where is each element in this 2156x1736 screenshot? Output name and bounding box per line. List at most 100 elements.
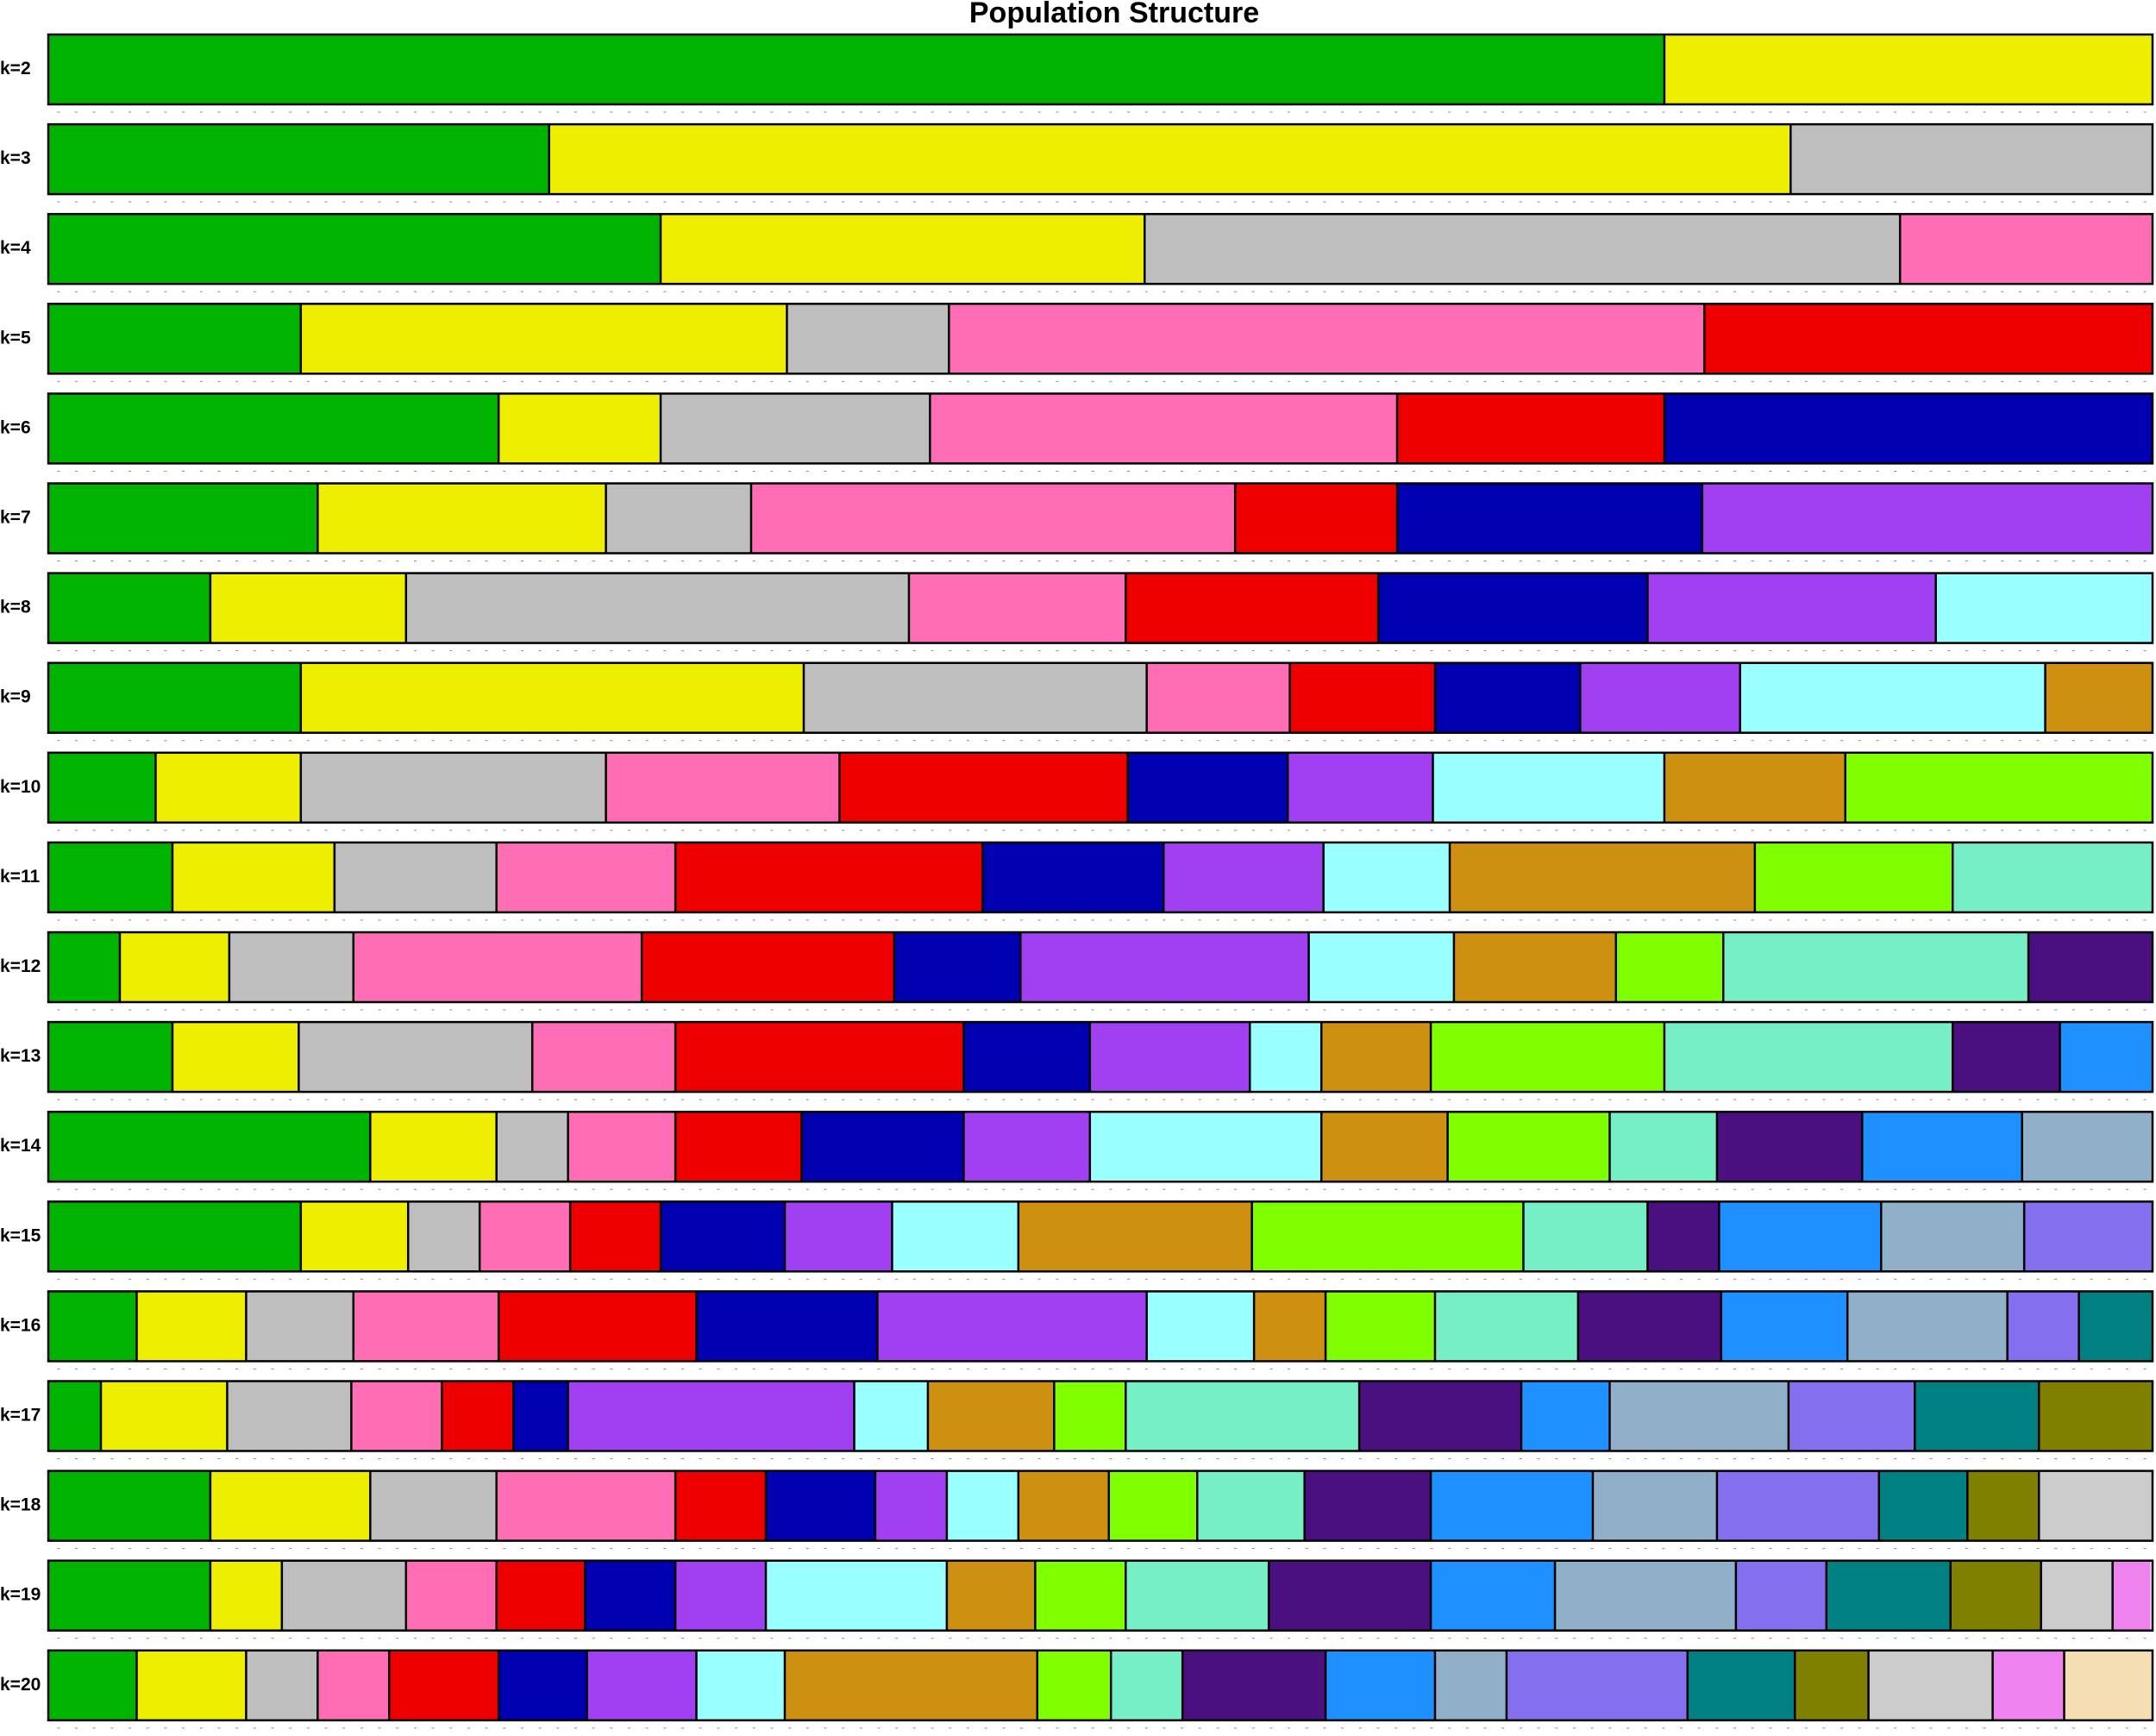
cluster-block [370, 1470, 497, 1541]
cluster-block [48, 932, 120, 1002]
panel-frame [47, 482, 2154, 555]
cluster-block [1434, 1291, 1578, 1362]
panel-frame [47, 1470, 2154, 1542]
cluster-block [785, 1650, 1037, 1720]
cluster-block [172, 842, 335, 912]
cluster-block [1664, 34, 2153, 104]
cluster-block [567, 1381, 855, 1451]
cluster-block [351, 1381, 442, 1451]
cluster-block [1127, 752, 1288, 823]
k-label: k=7 [0, 508, 31, 528]
k-label: k=19 [0, 1585, 41, 1605]
cluster-block [1197, 1470, 1305, 1541]
cluster-block [661, 214, 1145, 285]
cluster-block [1720, 1291, 1848, 1362]
panel-frame [47, 33, 2154, 106]
cluster-block [877, 1291, 1147, 1362]
cluster-block [1431, 1470, 1593, 1541]
cluster-block [1125, 1560, 1269, 1631]
cluster-block [370, 1112, 497, 1182]
cluster-block [1719, 1201, 1882, 1272]
cluster-block [874, 1470, 947, 1541]
cluster-block [1647, 573, 1936, 643]
k-label: k=20 [0, 1675, 41, 1695]
cluster-block [496, 1470, 676, 1541]
cluster-block [1146, 662, 1290, 733]
cluster-block [1992, 1650, 2065, 1720]
cluster-block [567, 1112, 676, 1182]
cluster-block [949, 304, 1705, 374]
k-label: k=11 [0, 867, 40, 887]
cluster-block [605, 752, 840, 823]
panel-frame [47, 1380, 2154, 1452]
cluster-block [1323, 842, 1451, 912]
cluster-block [300, 1201, 409, 1272]
panel-frame [47, 1290, 2154, 1363]
cluster-block [2064, 1650, 2153, 1720]
cluster-block [408, 1201, 480, 1272]
panel-frame [47, 1020, 2154, 1094]
cluster-block [353, 932, 642, 1002]
cluster-block [229, 932, 354, 1002]
panel-frame [47, 1559, 2154, 1632]
cluster-block [48, 1022, 172, 1093]
cluster-block [982, 842, 1164, 912]
cluster-block [605, 483, 751, 554]
k-label: k=10 [0, 777, 41, 797]
cluster-block [532, 1022, 676, 1093]
cluster-block [281, 1560, 406, 1631]
cluster-block [1723, 932, 2029, 1002]
cluster-block [2078, 1291, 2153, 1362]
cluster-block [1795, 1650, 1869, 1720]
cluster-block [48, 842, 172, 912]
k-label: k=8 [0, 598, 31, 617]
panel-frame [47, 931, 2154, 1004]
cluster-block [1702, 483, 2153, 554]
cluster-block [1868, 1650, 1993, 1720]
cluster-block [2039, 1381, 2153, 1451]
k-label: k=16 [0, 1315, 41, 1335]
cluster-block [48, 304, 301, 374]
cluster-block [803, 662, 1147, 733]
cluster-block [675, 1022, 964, 1093]
cluster-block [1235, 483, 1398, 554]
cluster-block [766, 1560, 947, 1631]
cluster-block [496, 1560, 586, 1631]
cluster-block [1935, 573, 2153, 643]
cluster-block [1326, 1291, 1435, 1362]
cluster-block [1144, 214, 1901, 285]
cluster-block [585, 1560, 676, 1631]
cluster-block [498, 1650, 587, 1720]
cluster-block [1269, 1560, 1432, 1631]
cluster-block [1900, 214, 2153, 285]
cluster-block [155, 752, 301, 823]
cluster-block [334, 842, 497, 912]
cluster-block [442, 1381, 514, 1451]
cluster-block [927, 1381, 1055, 1451]
cluster-block [1577, 1291, 1721, 1362]
cluster-block [1434, 662, 1581, 733]
cluster-block [1580, 662, 1740, 733]
cluster-block [48, 1560, 210, 1631]
panel-frame [47, 751, 2154, 824]
cluster-block [300, 752, 606, 823]
cluster-block [479, 1201, 571, 1272]
cluster-block [227, 1381, 352, 1451]
cluster-block [675, 1560, 767, 1631]
cluster-block [1664, 393, 2153, 464]
cluster-block [136, 1650, 247, 1720]
cluster-block [1378, 573, 1648, 643]
cluster-block [1521, 1381, 1610, 1451]
panel-frame [47, 661, 2154, 734]
cluster-block [1250, 1022, 1322, 1093]
cluster-block [893, 932, 1021, 1002]
cluster-block [246, 1291, 354, 1362]
cluster-block [696, 1291, 878, 1362]
cluster-block [2045, 662, 2153, 733]
cluster-block [1125, 1381, 1360, 1451]
cluster-block [1163, 842, 1324, 912]
cluster-block [1664, 752, 1846, 823]
cluster-block [1254, 1291, 1326, 1362]
cluster-block [2039, 1470, 2153, 1541]
cluster-block [1321, 1112, 1448, 1182]
